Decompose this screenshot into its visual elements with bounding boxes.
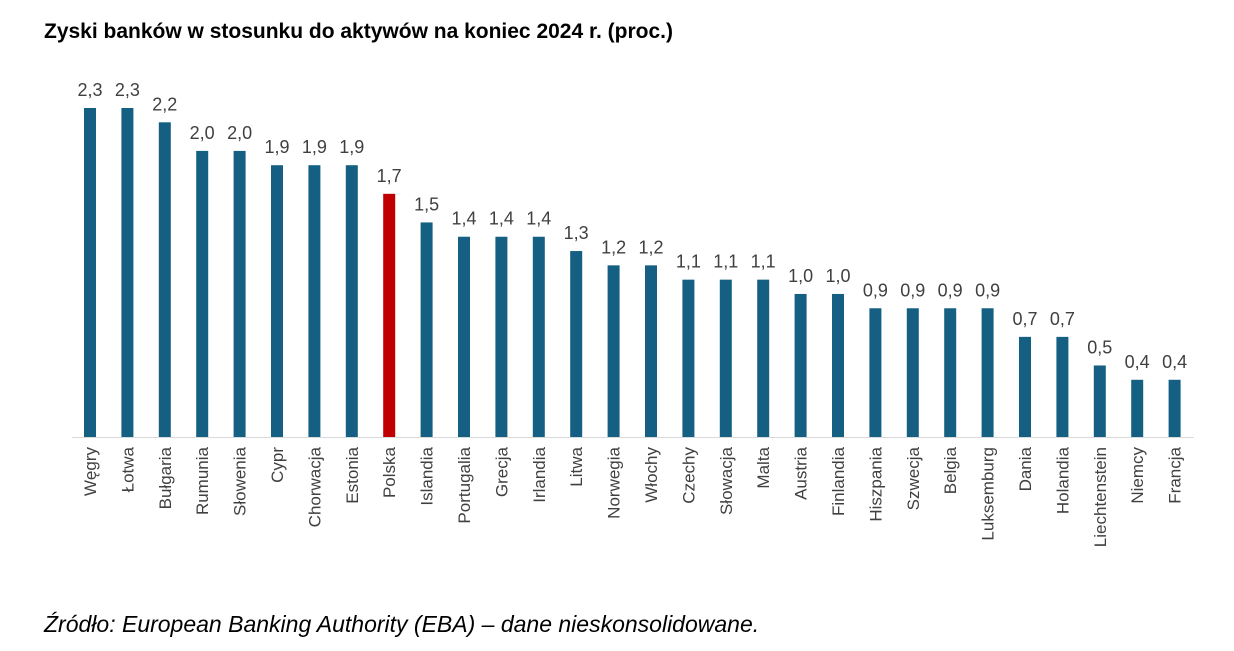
data-label: 1,1 <box>751 252 776 272</box>
category-label: Słowacja <box>717 446 736 515</box>
data-label: 1,0 <box>825 266 850 286</box>
data-label: 1,2 <box>638 237 663 257</box>
data-label: 2,0 <box>227 123 252 143</box>
category-label: Bułgaria <box>156 446 175 509</box>
data-label: 1,1 <box>713 252 738 272</box>
bar <box>1093 365 1106 437</box>
category-label: Belgia <box>941 446 960 494</box>
bar <box>345 165 358 437</box>
data-label: 0,4 <box>1162 352 1187 372</box>
data-label: 1,0 <box>788 266 813 286</box>
data-label: 2,0 <box>190 123 215 143</box>
category-label: Luksemburg <box>979 447 998 541</box>
category-label: Finlandia <box>829 446 848 516</box>
data-label: 1,5 <box>414 194 439 214</box>
data-label: 1,4 <box>451 209 476 229</box>
data-label: 0,9 <box>938 280 963 300</box>
data-label: 1,4 <box>526 209 551 229</box>
bar <box>532 236 545 437</box>
category-label: Łotwa <box>118 446 137 492</box>
bar <box>1168 379 1181 437</box>
category-label: Dania <box>1016 446 1035 491</box>
data-label: 1,7 <box>377 166 402 186</box>
bar <box>981 308 994 437</box>
bar <box>158 122 171 437</box>
data-label: 2,2 <box>152 94 177 114</box>
bar <box>645 265 657 437</box>
bar <box>869 308 882 437</box>
category-label: Włochy <box>642 447 661 503</box>
data-label: 0,9 <box>900 280 925 300</box>
chart-title: Zyski banków w stosunku do aktywów na ko… <box>44 20 674 43</box>
data-label: 1,1 <box>676 252 701 272</box>
data-label: 1,9 <box>302 137 327 157</box>
data-label: 2,3 <box>77 80 102 100</box>
bar <box>84 108 96 437</box>
bar <box>271 165 283 437</box>
data-label: 0,4 <box>1125 352 1150 372</box>
category-label: Austria <box>792 446 811 499</box>
data-label: 0,7 <box>1012 309 1037 329</box>
bar <box>944 308 957 437</box>
category-label: Norwegia <box>605 446 624 518</box>
bar <box>1056 336 1069 437</box>
chart-source: Źródło: European Banking Authority (EBA)… <box>44 611 760 637</box>
bar-chart: 2,3 Węgry 2,3 Łotwa 2,2 Bułgaria 2,0 Rumunia 2,0… <box>72 80 1194 547</box>
data-label: 0,7 <box>1050 309 1075 329</box>
bar <box>906 308 919 437</box>
bar <box>458 236 470 437</box>
bar <box>383 193 396 437</box>
bar <box>570 251 583 437</box>
bar <box>682 279 695 437</box>
category-label: Chorwacja <box>305 446 324 527</box>
data-label: 1,9 <box>264 137 289 157</box>
bar <box>1131 379 1144 437</box>
bar <box>308 165 321 437</box>
data-label: 1,2 <box>601 237 626 257</box>
category-label: Cypr <box>268 447 287 483</box>
bar <box>832 293 844 437</box>
category-label: Słowenia <box>231 446 250 516</box>
category-label: Irlandia <box>530 446 549 502</box>
bar <box>121 108 134 437</box>
category-label: Litwa <box>567 446 586 486</box>
category-label: Estonia <box>343 446 362 503</box>
category-label: Portugalia <box>455 446 474 523</box>
category-label: Szwecja <box>904 446 923 510</box>
category-label: Francja <box>1166 446 1185 503</box>
category-label: Holandia <box>1053 446 1072 514</box>
category-label: Węgry <box>81 447 100 497</box>
category-label: Islandia <box>418 446 437 505</box>
category-label: Malta <box>754 446 773 488</box>
bar <box>607 265 620 437</box>
data-label: 0,9 <box>975 280 1000 300</box>
bar <box>420 222 433 437</box>
bar <box>495 236 508 437</box>
data-label: 0,9 <box>863 280 888 300</box>
data-label: 1,3 <box>564 223 589 243</box>
category-label: Czechy <box>679 447 698 504</box>
data-label: 0,5 <box>1087 337 1112 357</box>
bar <box>719 279 732 437</box>
category-label: Polska <box>380 446 399 498</box>
category-label: Grecja <box>492 446 511 497</box>
category-label: Hiszpania <box>866 446 885 521</box>
category-label: Liechtenstein <box>1091 447 1110 547</box>
bar <box>196 150 209 438</box>
category-label: Rumunia <box>193 446 212 515</box>
bar <box>1019 336 1031 437</box>
data-label: 1,9 <box>339 137 364 157</box>
category-label: Niemcy <box>1128 447 1147 504</box>
bar <box>794 293 807 437</box>
bar <box>233 150 246 438</box>
data-label: 1,4 <box>489 209 514 229</box>
data-label: 2,3 <box>115 80 140 100</box>
bar <box>757 279 770 437</box>
